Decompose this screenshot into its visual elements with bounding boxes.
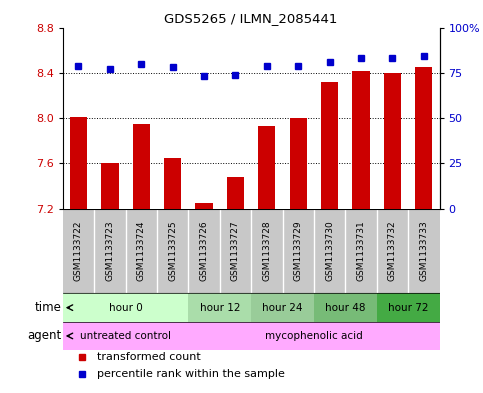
Text: GSM1133731: GSM1133731 — [356, 221, 366, 281]
Bar — [188, 209, 220, 294]
Text: GSM1133733: GSM1133733 — [419, 221, 428, 281]
Bar — [126, 209, 157, 294]
Text: GSM1133727: GSM1133727 — [231, 221, 240, 281]
Text: hour 72: hour 72 — [388, 303, 428, 313]
Text: GSM1133723: GSM1133723 — [105, 221, 114, 281]
Bar — [321, 82, 338, 209]
Bar — [133, 124, 150, 209]
Bar — [251, 294, 314, 322]
Text: GSM1133728: GSM1133728 — [262, 221, 271, 281]
Bar — [283, 209, 314, 294]
Bar — [314, 294, 377, 322]
Bar — [101, 163, 118, 209]
Text: GSM1133724: GSM1133724 — [137, 221, 146, 281]
Bar — [377, 209, 408, 294]
Bar — [63, 294, 188, 322]
Bar — [94, 209, 126, 294]
Bar — [290, 118, 307, 209]
Text: GSM1133725: GSM1133725 — [168, 221, 177, 281]
Text: hour 0: hour 0 — [109, 303, 142, 313]
Text: GSM1133729: GSM1133729 — [294, 221, 303, 281]
Text: GSM1133732: GSM1133732 — [388, 221, 397, 281]
Bar — [353, 70, 369, 209]
Bar — [345, 209, 377, 294]
Text: untreated control: untreated control — [80, 331, 171, 341]
Text: mycophenolic acid: mycophenolic acid — [265, 331, 363, 341]
Text: hour 24: hour 24 — [262, 303, 303, 313]
Bar — [157, 209, 188, 294]
Text: transformed count: transformed count — [97, 352, 200, 362]
Bar — [227, 177, 244, 209]
Title: GDS5265 / ILMN_2085441: GDS5265 / ILMN_2085441 — [165, 12, 338, 25]
Bar — [251, 209, 283, 294]
Bar — [415, 67, 432, 209]
Text: GSM1133722: GSM1133722 — [74, 221, 83, 281]
Text: hour 12: hour 12 — [199, 303, 240, 313]
Bar — [164, 158, 181, 209]
Text: time: time — [34, 301, 61, 314]
Bar — [258, 126, 275, 209]
Bar — [63, 209, 94, 294]
Bar — [384, 73, 401, 209]
Bar — [188, 294, 251, 322]
Bar — [220, 209, 251, 294]
Bar — [188, 322, 440, 350]
Bar — [377, 294, 440, 322]
Bar — [70, 117, 87, 209]
Text: GSM1133730: GSM1133730 — [325, 221, 334, 281]
Text: GSM1133726: GSM1133726 — [199, 221, 209, 281]
Text: hour 48: hour 48 — [325, 303, 366, 313]
Bar — [408, 209, 440, 294]
Text: percentile rank within the sample: percentile rank within the sample — [97, 369, 284, 379]
Bar — [196, 203, 213, 209]
Bar — [314, 209, 345, 294]
Bar — [63, 322, 188, 350]
Text: agent: agent — [27, 329, 61, 342]
